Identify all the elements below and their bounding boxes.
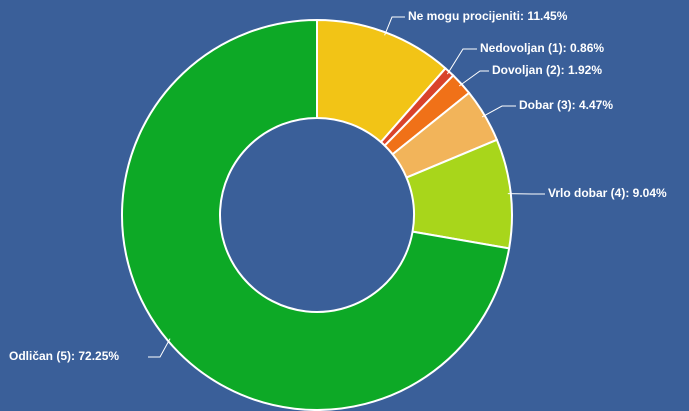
connector-dobar-3 [481, 105, 516, 118]
connector-odli-an-5 [148, 338, 171, 358]
connector-dovoljan-2 [458, 70, 489, 87]
connector-nedovoljan-1 [446, 48, 477, 75]
label-nedovoljan-1: Nedovoljan (1): 0.86% [480, 41, 604, 55]
label-dovoljan-2: Dovoljan (2): 1.92% [492, 63, 602, 77]
label-vrlo-dobar-4: Vrlo dobar (4): 9.04% [548, 186, 667, 200]
label-dobar-3: Dobar (3): 4.47% [519, 98, 613, 112]
connector-ne-mogu-procijeniti [384, 16, 405, 36]
slice-odli-an-5[interactable] [121, 19, 511, 411]
label-odli-an-5: Odličan (5): 72.25% [9, 349, 119, 363]
label-ne-mogu-procijeniti: Ne mogu procijeniti: 11.45% [408, 9, 568, 23]
